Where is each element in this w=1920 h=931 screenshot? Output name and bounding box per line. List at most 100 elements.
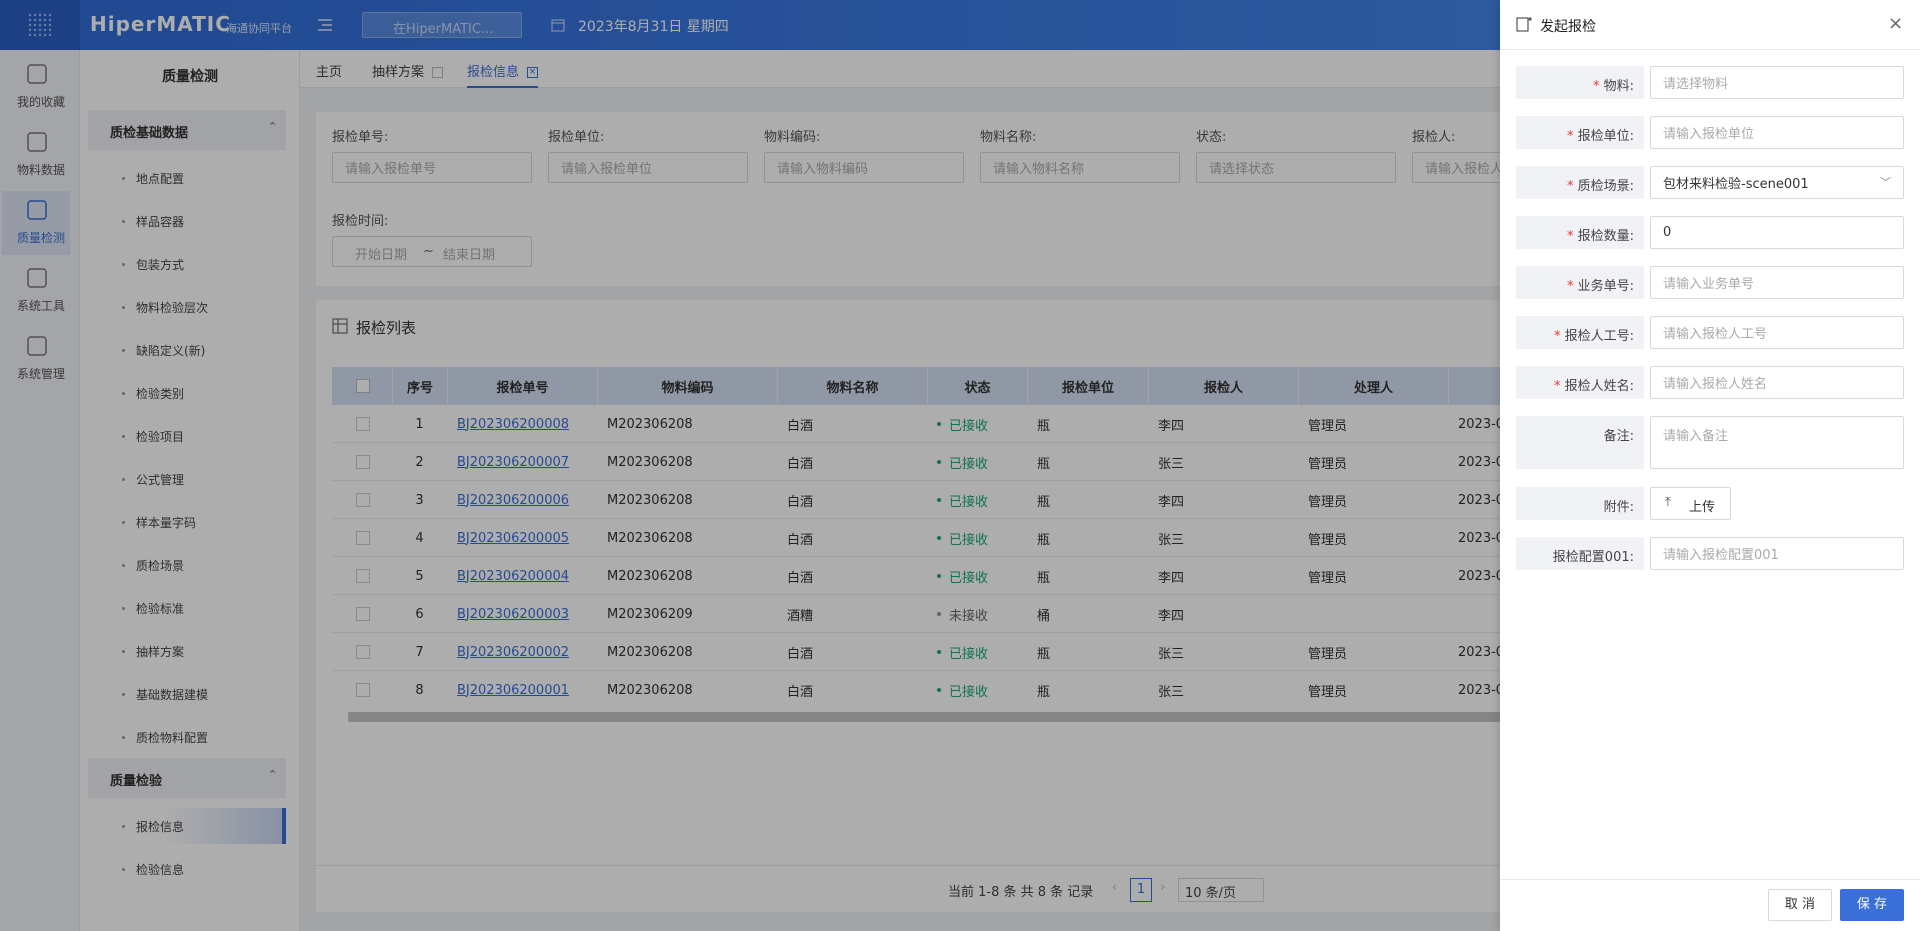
text-input[interactable]: 请选择物料	[1650, 66, 1904, 99]
link[interactable]: BJ202306200004	[457, 568, 570, 584]
sidebar-item[interactable]: 质检场景	[88, 547, 286, 583]
upload-button[interactable]: ⤒ 上传	[1650, 487, 1731, 520]
text-input[interactable]: 请输入报检配置001	[1650, 537, 1904, 570]
bullet	[122, 349, 125, 352]
cell-text: M202306208	[607, 416, 693, 432]
label-text: 物料:	[1603, 79, 1634, 94]
link[interactable]: BJ202306200006	[457, 492, 570, 508]
link[interactable]: BJ202306200007	[457, 454, 570, 470]
checkbox[interactable]	[356, 569, 370, 583]
bullet	[122, 478, 125, 481]
page-next[interactable]: ›	[1160, 880, 1166, 895]
checkbox[interactable]	[356, 607, 370, 621]
sidebar-item[interactable]: 抽样方案	[88, 633, 286, 669]
link[interactable]: BJ202306200005	[457, 530, 570, 546]
cell-text: 已接收	[949, 418, 989, 434]
date-range[interactable]: 开始日期 ~ 结束日期	[332, 236, 532, 267]
field-label: * 物料:	[1593, 75, 1634, 94]
tab-close[interactable]	[432, 67, 444, 78]
filter-label: 物料编码:	[764, 130, 821, 145]
checkbox[interactable]	[356, 531, 370, 545]
menu-toggle[interactable]	[316, 16, 334, 34]
nav-label: 质量检测	[16, 231, 65, 245]
filter-input[interactable]: 请输入物料名称	[980, 152, 1180, 183]
tab-label: 主页	[316, 65, 343, 80]
item-label: 样品容器	[136, 215, 185, 229]
drawer-header	[1500, 0, 1920, 50]
link[interactable]: BJ202306200002	[457, 644, 570, 660]
sidebar-item[interactable]: 检验标准	[88, 590, 286, 626]
save-button[interactable]: 保 存	[1840, 889, 1904, 921]
sidebar-item[interactable]: 地点配置	[88, 160, 286, 196]
app-grid-icon	[0, 0, 80, 50]
column-header: 处理时间	[1448, 367, 1500, 405]
checkbox[interactable]	[356, 683, 370, 697]
text-input[interactable]: 请输入业务单号	[1650, 266, 1904, 299]
cell-text: 酒糟	[787, 608, 814, 624]
nav-item[interactable]: 我的收藏	[2, 55, 70, 119]
checkbox[interactable]	[356, 493, 370, 507]
textarea[interactable]: 请输入备注	[1650, 416, 1904, 469]
sidebar-item[interactable]: 基础数据建模	[88, 676, 286, 712]
sidebar-item[interactable]: 检验信息	[88, 851, 286, 887]
item-label: 公式管理	[136, 473, 185, 487]
nav-item[interactable]: 物料数据	[2, 123, 70, 187]
text-input[interactable]: 0	[1650, 216, 1904, 249]
text-input[interactable]: 请输入报检人姓名	[1650, 366, 1904, 399]
cell-text: 2023-0	[1458, 492, 1500, 508]
sidebar-item[interactable]: 质检物料配置	[88, 719, 286, 755]
checkbox[interactable]	[356, 455, 370, 469]
page-size[interactable]: 10 条/页	[1178, 878, 1264, 902]
close-button[interactable]: ×	[1888, 13, 1904, 34]
column-header: 物料名称	[777, 367, 927, 405]
sidebar-item[interactable]: 包装方式	[88, 246, 286, 282]
nav-item[interactable]: 系统管理	[2, 327, 70, 391]
sidebar-group[interactable]: 质量检验 ⌃	[88, 758, 286, 798]
filter-input[interactable]: 请输入报检单号	[332, 152, 532, 183]
nav-item[interactable]: 系统工具	[2, 259, 70, 323]
item-label: 缺陷定义(新)	[136, 344, 206, 358]
sidebar-item[interactable]: 报检信息	[88, 808, 286, 844]
field-label-box: * 业务单号:	[1516, 266, 1644, 299]
cell-text: 已接收	[949, 456, 989, 472]
tab[interactable]: 报检信息 ×	[467, 50, 539, 88]
link[interactable]: BJ202306200003	[457, 606, 570, 622]
item-label: 检验标准	[136, 602, 185, 616]
sidebar-item[interactable]: 样品容器	[88, 203, 286, 239]
cell-text: 5	[415, 568, 424, 584]
link[interactable]: BJ202306200001	[457, 682, 570, 698]
checkbox[interactable]	[356, 645, 370, 659]
date-start: 开始日期	[355, 248, 408, 263]
cell-text: M202306208	[607, 644, 693, 660]
filter-input[interactable]: 请选择状态	[1196, 152, 1396, 183]
sidebar-item[interactable]: 公式管理	[88, 461, 286, 497]
table-row	[332, 595, 1500, 633]
checkbox[interactable]	[356, 417, 370, 431]
tab[interactable]: 抽样方案	[372, 50, 444, 88]
text-input[interactable]: 请输入报检单位	[1650, 116, 1904, 149]
cancel-button[interactable]: 取 消	[1768, 889, 1832, 921]
page-number[interactable]: 1	[1130, 878, 1152, 902]
tab[interactable]: 主页	[316, 50, 342, 88]
tab-close[interactable]: ×	[527, 67, 539, 78]
sidebar-item[interactable]: 检验项目	[88, 418, 286, 454]
sidebar-group[interactable]: 质检基础数据 ⌃	[88, 110, 286, 150]
link[interactable]: BJ202306200008	[457, 416, 570, 432]
field-label-box: * 质检场景:	[1516, 166, 1644, 199]
page-prev[interactable]: ‹	[1112, 880, 1118, 895]
filter-input[interactable]: 请输入报检单位	[548, 152, 748, 183]
text-input[interactable]: 请输入报检人工号	[1650, 316, 1904, 349]
search-box[interactable]: 在HiperMATIC...	[362, 12, 522, 38]
cell-text: 李四	[1158, 418, 1185, 434]
sidebar-item[interactable]: 样本量字码	[88, 504, 286, 540]
item-label: 报检信息	[136, 820, 185, 834]
sidebar-item[interactable]: 检验类别	[88, 375, 286, 411]
placeholder: 请输入报检单位	[1663, 127, 1755, 142]
checkbox[interactable]	[356, 379, 370, 393]
filter-input[interactable]: 请输入物料编码	[764, 152, 964, 183]
table-icon	[332, 318, 348, 334]
select[interactable]: 包材来料检验-scene001 ﹀	[1650, 166, 1904, 199]
sidebar-item[interactable]: 缺陷定义(新)	[88, 332, 286, 368]
sidebar-item[interactable]: 物料检验层次	[88, 289, 286, 325]
nav-item[interactable]: 质量检测	[2, 191, 70, 255]
